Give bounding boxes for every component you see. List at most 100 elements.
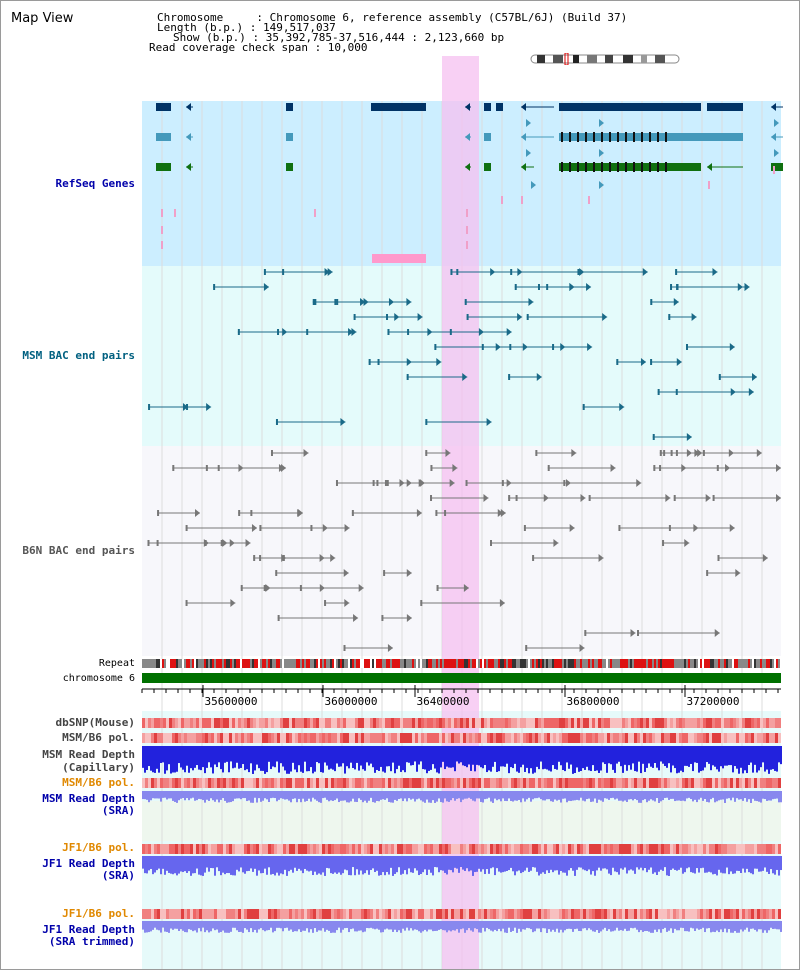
heat-cell	[640, 909, 643, 919]
pink-mark	[161, 241, 163, 249]
heat-cell	[505, 733, 508, 743]
heat-cell	[169, 844, 172, 854]
heat-cell	[619, 718, 622, 728]
heat-cell	[778, 909, 781, 919]
heat-cell	[418, 718, 421, 728]
depth-bar	[452, 746, 454, 768]
heat-cell	[577, 909, 580, 919]
bac-end-arrow	[619, 403, 625, 411]
heat-cell	[169, 778, 172, 788]
repeat-element	[616, 659, 618, 668]
heat-cell	[592, 844, 595, 854]
chromosome-ideogram[interactable]	[529, 53, 683, 65]
depth-bar	[742, 791, 744, 801]
bac-end	[205, 465, 208, 471]
depth-bar	[410, 856, 412, 873]
depth-bar	[276, 856, 278, 873]
dbsnp-label[interactable]: dbSNP(Mouse)	[55, 716, 135, 729]
depth-bar	[666, 746, 668, 768]
heat-cell	[649, 733, 652, 743]
depth-bar	[454, 921, 456, 931]
depth-bar	[350, 856, 352, 876]
jf1-b6-pol-label[interactable]: JF1/B6 pol.	[62, 841, 135, 854]
depth-bar	[210, 791, 212, 799]
heat-cell	[151, 733, 154, 743]
depth-bar	[366, 856, 368, 871]
depth-bar	[772, 791, 774, 800]
heat-cell	[586, 844, 589, 854]
depth-bar	[496, 856, 498, 869]
depth-bar	[622, 791, 624, 802]
bac-end	[436, 585, 439, 591]
heat-cell	[262, 718, 265, 728]
depth-bar	[374, 856, 376, 873]
heat-cell	[748, 718, 751, 728]
msm-read-depth-cap-label[interactable]: MSM Read Depth	[42, 748, 135, 761]
msm-b6-pol-2-label[interactable]: MSM/B6 pol.	[62, 776, 135, 789]
chromosome-bar[interactable]	[142, 673, 781, 683]
depth-bar	[690, 856, 692, 873]
heat-cell	[178, 733, 181, 743]
depth-bar	[482, 746, 484, 769]
msm-read-depth-sra-label[interactable]: MSM Read Depth	[42, 792, 135, 805]
depth-bar	[748, 791, 750, 800]
depth-bar	[324, 921, 326, 932]
heat-cell	[154, 909, 157, 919]
bac-end	[490, 540, 493, 546]
repeat-element	[336, 659, 338, 668]
bac-end	[353, 314, 356, 320]
bac-end	[186, 404, 189, 410]
depth-bar	[372, 856, 374, 869]
heat-cell	[364, 909, 367, 919]
depth-bar	[612, 746, 614, 770]
depth-bar	[752, 746, 754, 773]
depth-bar	[740, 921, 742, 930]
heat-cell	[691, 844, 694, 854]
heat-cell	[709, 844, 712, 854]
msm-bac-label[interactable]: MSM BAC end pairs	[22, 349, 135, 362]
heat-cell	[550, 844, 553, 854]
depth-bar	[576, 921, 578, 929]
depth-bar	[644, 746, 646, 772]
depth-bar	[464, 746, 466, 767]
gene-arrow	[707, 103, 712, 111]
heat-cell	[736, 909, 739, 919]
depth-bar	[534, 791, 536, 799]
msm-b6-pol-label[interactable]: MSM/B6 pol.	[62, 731, 135, 744]
depth-bar	[652, 791, 654, 801]
depth-bar	[514, 746, 516, 764]
depth-bar	[466, 921, 468, 931]
depth-bar	[658, 746, 660, 771]
chromosome-info: Chromosome : Chromosome 6, reference ass…	[157, 11, 628, 24]
heat-cell	[430, 733, 433, 743]
depth-bar	[156, 921, 158, 930]
bac-end	[420, 600, 423, 606]
refseq-genes-label[interactable]: RefSeq Genes	[55, 177, 135, 190]
heat-cell	[211, 718, 214, 728]
depth-bar	[242, 746, 244, 765]
b6n-bac-label[interactable]: B6N BAC end pairs	[22, 544, 135, 557]
exon-tick	[585, 132, 587, 142]
bac-end	[213, 284, 216, 290]
heat-cell	[727, 778, 730, 788]
depth-bar	[772, 921, 774, 929]
heat-cell	[163, 778, 166, 788]
depth-bar	[506, 856, 508, 871]
jf1-read-depth-trimmed-label[interactable]: JF1 Read Depth	[42, 923, 135, 936]
heat-cell	[592, 778, 595, 788]
heat-cell	[301, 844, 304, 854]
heat-cell	[373, 733, 376, 743]
depth-bar	[200, 921, 202, 932]
repeat-element	[268, 659, 270, 668]
heat-cell	[382, 909, 385, 919]
jf1-read-depth-sra-label[interactable]: JF1 Read Depth	[42, 857, 135, 870]
heat-cell	[331, 844, 334, 854]
depth-bar	[288, 791, 290, 801]
depth-bar	[720, 791, 722, 800]
bac-end-arrow	[630, 629, 636, 637]
depth-bar	[440, 746, 442, 768]
jf1-b6-pol-2-label[interactable]: JF1/B6 pol.	[62, 907, 135, 920]
heat-cell	[478, 778, 481, 788]
depth-bar	[596, 791, 598, 803]
